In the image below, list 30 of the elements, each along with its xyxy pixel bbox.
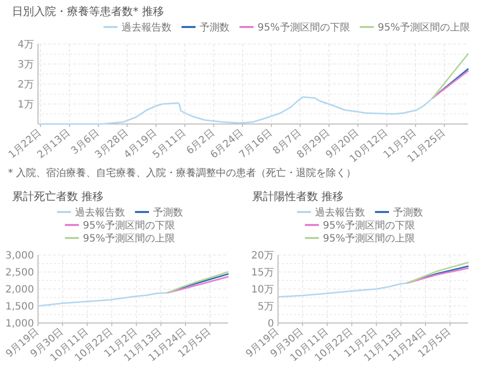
y-tick-label: 1万 (18, 100, 34, 110)
y-tick-label: 4万 (18, 40, 34, 50)
y-tick-label: 3万 (18, 60, 34, 70)
legend-label: 95%予測区間の下限 (322, 220, 416, 232)
chart-title: 累計陽性者数 推移 (252, 190, 344, 203)
legend-label: 過去報告数 (122, 22, 172, 34)
y-tick-label: 2万 (18, 80, 34, 90)
chart-title: 累計死亡者数 推移 (12, 190, 104, 203)
y-tick-label: 10万 (251, 284, 274, 296)
legend-label: 95%予測区間の下限 (82, 220, 176, 232)
y-tick-label: 15万 (251, 268, 274, 278)
legend-label: 95%予測区間の上限 (82, 232, 176, 244)
legend-label: 予測数 (153, 206, 183, 218)
y-tick-label: 5万 (258, 302, 274, 312)
legend-label: 過去報告数 (315, 206, 365, 218)
y-tick-label: 3,000 (5, 250, 34, 262)
y-tick-label: 1,500 (5, 302, 34, 312)
legend-label: 95%予測区間の上限 (378, 22, 470, 34)
y-tick-label: 0 (268, 318, 274, 330)
legend-label: 過去報告数 (75, 206, 125, 218)
y-tick-label: 1,000 (5, 318, 34, 330)
legend-label: 95%予測区間の下限 (258, 22, 350, 34)
text: * 入院、宿泊療養、自宅療養、入院・療養調整中の患者（死亡・退院を除く） (8, 167, 356, 179)
y-tick-label: 2,500 (5, 268, 34, 278)
y-tick-label: 20万 (251, 250, 274, 262)
y-tick-label: 2,000 (5, 284, 34, 296)
chart-title: 日別入院・療養等患者数* 推移 (12, 5, 164, 18)
legend-label: 予測数 (393, 206, 423, 218)
legend-label: 予測数 (200, 22, 230, 34)
legend-label: 95%予測区間の上限 (322, 232, 416, 244)
